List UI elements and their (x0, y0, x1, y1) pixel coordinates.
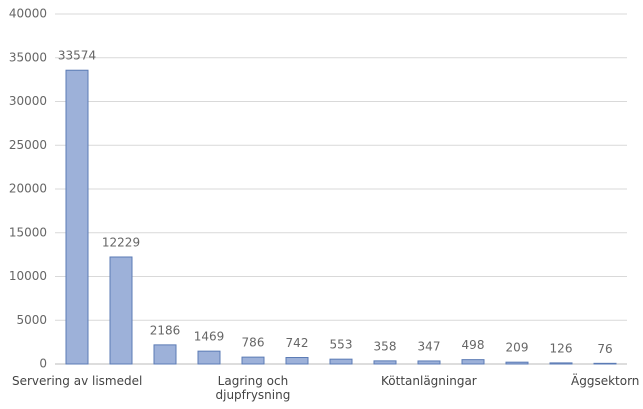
bar (241, 356, 265, 365)
x-tick-label: Äggsektorn (571, 374, 640, 388)
bar (197, 350, 221, 365)
bar (549, 362, 573, 365)
value-label: 553 (330, 338, 353, 352)
y-tick-label: 30000 (9, 94, 47, 108)
value-label: 2186 (150, 323, 181, 337)
x-tick-label: Servering av lismedel (12, 374, 143, 388)
value-label: 786 (242, 336, 265, 350)
bar (65, 69, 89, 365)
value-label: 76 (597, 342, 612, 356)
value-label: 347 (418, 339, 441, 353)
y-tick-label: 0 (39, 357, 47, 371)
bar (417, 360, 441, 365)
bar (505, 361, 529, 365)
y-tick-label: 20000 (9, 182, 47, 196)
y-tick-label: 35000 (9, 50, 47, 64)
value-label: 126 (550, 341, 573, 355)
value-label: 33574 (58, 49, 96, 63)
value-label: 12229 (102, 235, 140, 249)
x-tick-label: Lagring och djupfrysning (215, 374, 291, 402)
y-tick-label: 40000 (9, 7, 47, 21)
value-label: 498 (462, 338, 485, 352)
value-label: 209 (506, 341, 529, 355)
value-label: 358 (374, 339, 397, 353)
bar (109, 256, 133, 365)
y-tick-label: 10000 (9, 269, 47, 283)
bar (461, 359, 485, 365)
y-tick-label: 25000 (9, 138, 47, 152)
value-label: 742 (286, 336, 309, 350)
bar (153, 344, 177, 365)
bar (329, 358, 353, 365)
bar (285, 357, 309, 365)
y-tick-label: 5000 (16, 313, 47, 327)
value-label: 1469 (194, 330, 225, 344)
x-tick-label: Köttanlägningar (381, 374, 477, 388)
bar (593, 362, 617, 365)
bar (373, 360, 397, 365)
y-tick-label: 15000 (9, 225, 47, 239)
